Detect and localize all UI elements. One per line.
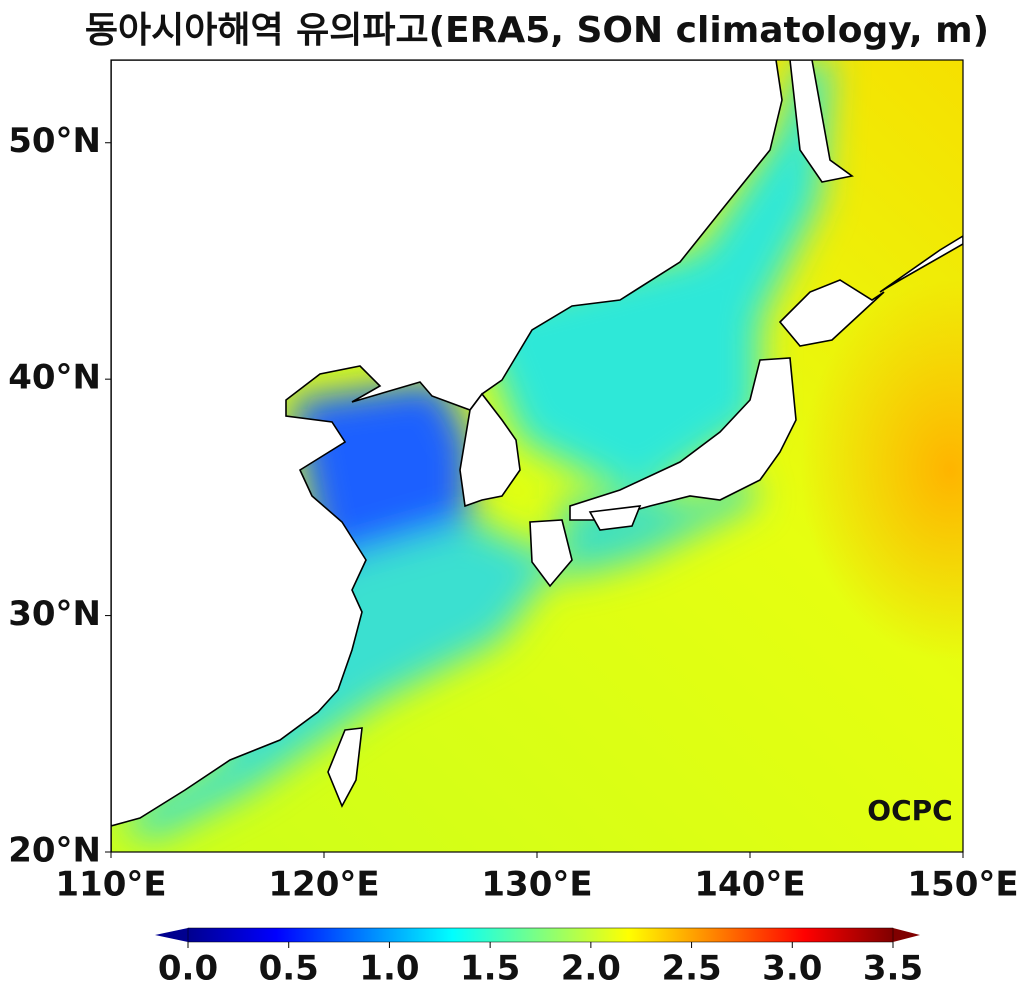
high-wave-area [800,280,963,660]
y-tick-label: 40°N [8,358,101,398]
colorbar-extend-max [893,928,920,942]
map-title: 동아시아해역 유의파고(ERA5, SON climatology, m) [85,10,989,51]
y-tick-label: 20°N [8,831,101,871]
colorbar-tick-label: 2.0 [561,949,621,989]
taiwan [327,727,363,808]
kyushu [529,519,573,588]
y-tick-label: 50°N [8,121,101,161]
colorbar-tick-label: 2.5 [661,949,721,989]
x-tick-label: 130°E [481,865,592,905]
x-tick-label: 120°E [268,865,379,905]
colorbar-extend-min [155,928,188,942]
kuril [879,235,963,293]
land [111,60,963,852]
x-tick-label: 150°E [907,865,1018,905]
korea [459,392,521,508]
colorbar [187,927,894,943]
sakhalin [789,60,854,183]
y-tick-label: 30°N [8,594,101,634]
hokkaido [778,279,885,347]
colorbar-tick-label: 0.0 [158,949,218,989]
colorbar-tick-label: 0.5 [259,949,319,989]
x-tick-label: 140°E [694,865,805,905]
colorbar-tick-label: 3.5 [863,949,923,989]
colorbar-tick-label: 1.0 [359,949,419,989]
logo: OCPC [867,794,952,827]
colorbar-tick-label: 1.5 [460,949,520,989]
x-tick-label: 110°E [55,865,166,905]
continent [111,60,783,852]
colorbar-tick-label: 3.0 [762,949,822,989]
shikoku [588,505,642,531]
